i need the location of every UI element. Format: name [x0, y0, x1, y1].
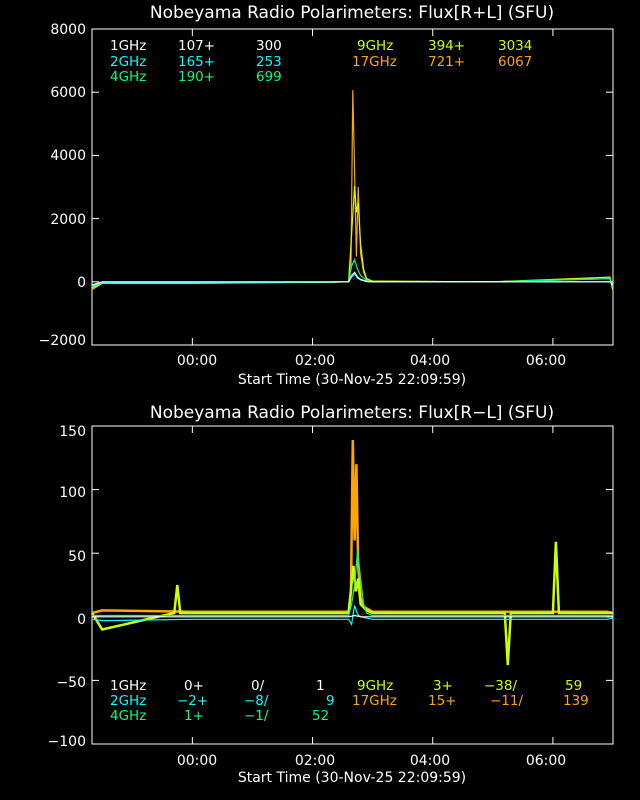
legend-4ghz-name: 4GHz	[110, 69, 146, 85]
legend2-9ghz-low: −38/	[484, 678, 517, 694]
legend-4ghz-mid: 190+	[178, 69, 215, 85]
flux-diff-ytick-100: 100	[59, 485, 86, 501]
legend2-2ghz-mid: −2+	[177, 693, 208, 709]
flux-sum-ytick-2000: 2000	[50, 212, 86, 228]
legend2-17ghz-name: 17GHz	[352, 693, 397, 709]
flux-diff-ytick-150: 150	[59, 424, 86, 440]
legend2-17ghz-low: −11/	[490, 693, 523, 709]
flux-sum-ytick-6000: 6000	[50, 85, 86, 101]
chart1-series-4ghz-line	[92, 550, 613, 617]
legend-17ghz-peak: 6067	[498, 54, 532, 70]
flux-sum-xtick-0000: 00:00	[177, 353, 217, 369]
flux-sum-xtick-0400: 04:00	[410, 353, 450, 369]
legend-9ghz-peak: 3034	[498, 38, 532, 54]
legend-1ghz-name: 1GHz	[110, 38, 146, 54]
chart1-series-1ghz-line	[92, 614, 613, 618]
flux-diff-ytick-neg100: −100	[48, 734, 86, 750]
flux-sum-xtick-0600: 06:00	[526, 353, 566, 369]
flux-diff-title: Nobeyama Radio Polarimeters: Flux[R−L] (…	[150, 403, 554, 423]
legend2-1ghz-mid: 0+	[184, 678, 204, 694]
legend-2ghz-mid: 165+	[178, 54, 215, 70]
legend2-9ghz-peak: 59	[565, 678, 582, 694]
legend-1ghz-peak: 300	[256, 38, 282, 54]
flux-sum-xlabel: Start Time (30-Nov-25 22:09:59)	[238, 372, 466, 388]
flux-sum-ytick-0: 0	[77, 275, 86, 291]
flux-sum-chart: Nobeyama Radio Polarimeters: Flux[R+L] (…	[39, 3, 614, 388]
flux-sum-ytick-neg2000: −2000	[39, 333, 86, 349]
flux-diff-legend: 1GHz 0+ 0/ 1 2GHz −2+ −8/ 9 4GHz 1+ −1/ …	[110, 678, 589, 724]
legend-9ghz-name: 9GHz	[357, 38, 393, 54]
flux-diff-xtick-0600: 06:00	[526, 753, 566, 769]
flux-sum-legend: 1GHz 107+ 300 2GHz 165+ 253 4GHz 190+ 69…	[110, 38, 532, 85]
legend2-2ghz-name: 2GHz	[110, 693, 146, 709]
legend2-1ghz-low: 0/	[251, 678, 265, 694]
chart1-series-2ghz-line	[91, 605, 614, 627]
legend2-4ghz-mid: 1+	[184, 708, 204, 724]
legend2-17ghz-peak: 139	[563, 693, 589, 709]
flux-diff-xtick-0200: 02:00	[295, 753, 335, 769]
legend-1ghz-mid: 107+	[178, 38, 215, 54]
legend2-9ghz-mid: 3+	[433, 678, 453, 694]
flux-diff-chart: Nobeyama Radio Polarimeters: Flux[R−L] (…	[48, 403, 614, 786]
flux-diff-ticks	[92, 425, 613, 745]
flux-sum-ticks	[92, 28, 613, 346]
flux-diff-series	[90, 439, 614, 666]
flux-sum-ytick-4000: 4000	[50, 148, 86, 164]
legend2-9ghz-name: 9GHz	[357, 678, 393, 694]
chart0-series-17ghz-line	[91, 90, 614, 292]
legend2-4ghz-name: 4GHz	[110, 708, 146, 724]
legend2-17ghz-mid: 15+	[428, 693, 457, 709]
flux-sum-ytick-8000: 8000	[50, 22, 86, 38]
chart1-series-9ghz-line	[90, 541, 613, 666]
flux-diff-xtick-0400: 04:00	[410, 753, 450, 769]
legend2-2ghz-low: −8/	[244, 693, 269, 709]
chart0-series-1ghz-line	[91, 271, 614, 286]
flux-sum-xtick-0200: 02:00	[295, 353, 335, 369]
flux-diff-ytick-neg50: −50	[56, 675, 86, 691]
legend2-2ghz-peak: 9	[326, 693, 335, 709]
legend2-4ghz-peak: 52	[312, 708, 329, 724]
legend2-1ghz-name: 1GHz	[110, 678, 146, 694]
flux-diff-ytick-0: 0	[77, 612, 86, 628]
legend-2ghz-peak: 253	[256, 54, 282, 70]
legend-4ghz-peak: 699	[256, 69, 282, 85]
chart1-series-17ghz-line	[91, 439, 614, 615]
legend2-4ghz-low: −1/	[244, 708, 269, 724]
legend-9ghz-mid: 394+	[428, 38, 465, 54]
flux-diff-plot-frame	[91, 425, 614, 745]
legend-2ghz-name: 2GHz	[110, 54, 146, 70]
flux-diff-ytick-50: 50	[68, 549, 86, 565]
legend2-1ghz-peak: 1	[316, 678, 325, 694]
flux-diff-xtick-0000: 00:00	[177, 753, 217, 769]
legend-17ghz-mid: 721+	[428, 54, 465, 70]
flux-sum-series	[91, 90, 614, 292]
legend-17ghz-name: 17GHz	[352, 54, 397, 70]
flux-sum-plot-frame	[91, 28, 614, 346]
flux-sum-title: Nobeyama Radio Polarimeters: Flux[R+L] (…	[150, 3, 554, 23]
flux-diff-xlabel: Start Time (30-Nov-25 22:09:59)	[238, 770, 466, 786]
